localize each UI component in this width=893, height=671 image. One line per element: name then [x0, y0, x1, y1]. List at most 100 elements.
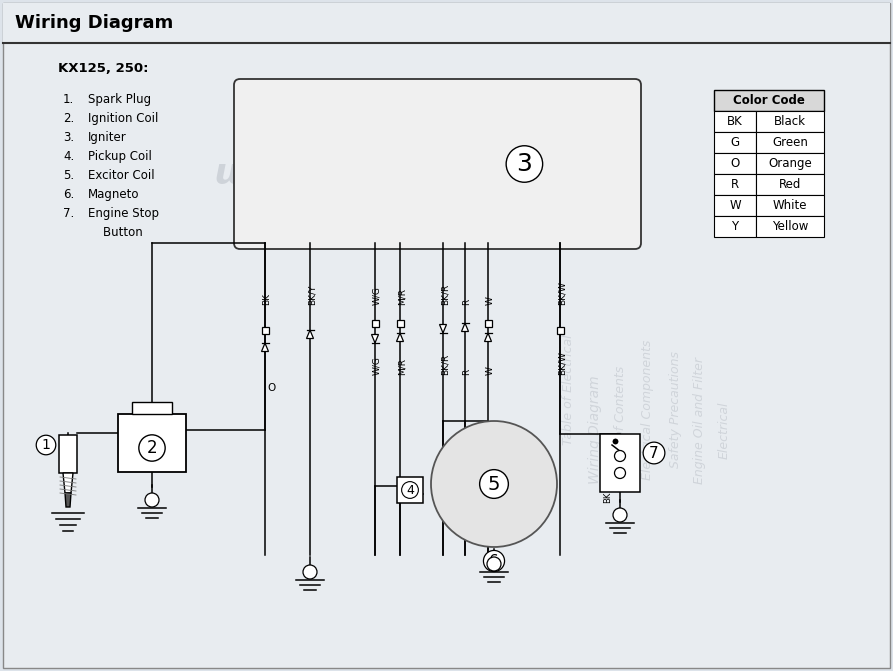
- Text: BK/W: BK/W: [557, 281, 566, 305]
- Text: 6: 6: [489, 554, 499, 568]
- Text: M/R: M/R: [397, 288, 406, 305]
- Bar: [396, 319, 404, 327]
- Text: 5: 5: [488, 474, 500, 493]
- Bar: [714, 195, 756, 216]
- Polygon shape: [462, 323, 469, 331]
- Bar: [3, 3, 890, 43]
- Text: 4.: 4.: [63, 150, 74, 163]
- Bar: [397, 477, 423, 503]
- Polygon shape: [485, 333, 491, 342]
- Text: Y: Y: [731, 220, 739, 233]
- Text: 4: 4: [406, 484, 414, 497]
- Text: Orange: Orange: [768, 157, 812, 170]
- Text: Electrical System: Electrical System: [214, 155, 566, 189]
- Text: BK/R: BK/R: [440, 354, 449, 375]
- Text: Pickup Coil: Pickup Coil: [88, 150, 152, 163]
- Bar: [756, 216, 824, 237]
- Text: BK/W: BK/W: [557, 351, 566, 375]
- Text: G: G: [730, 136, 739, 149]
- Circle shape: [487, 557, 501, 571]
- Bar: [59, 435, 77, 473]
- Circle shape: [431, 421, 557, 547]
- Bar: [714, 153, 756, 174]
- Text: 2.: 2.: [63, 112, 74, 125]
- Text: W: W: [486, 366, 495, 375]
- Polygon shape: [306, 330, 313, 338]
- Bar: [756, 195, 824, 216]
- Text: Electrical: Electrical: [717, 401, 730, 459]
- Text: Table of Contents: Table of Contents: [613, 366, 627, 474]
- Text: 6.: 6.: [63, 188, 74, 201]
- Text: Yellow: Yellow: [772, 220, 808, 233]
- Text: BK: BK: [263, 293, 271, 305]
- Text: 7: 7: [649, 446, 659, 460]
- Text: Engine Oil and Filter: Engine Oil and Filter: [694, 356, 706, 484]
- Bar: [756, 132, 824, 153]
- Text: Red: Red: [779, 178, 801, 191]
- Text: BK: BK: [604, 491, 613, 503]
- Text: 2: 2: [146, 439, 157, 457]
- Bar: [556, 327, 563, 333]
- Bar: [714, 132, 756, 153]
- Bar: [756, 111, 824, 132]
- Circle shape: [145, 493, 159, 507]
- Text: Igniter: Igniter: [88, 131, 127, 144]
- Text: BK/R: BK/R: [440, 284, 449, 305]
- Bar: [371, 319, 379, 327]
- Text: Wiring Diagram: Wiring Diagram: [588, 376, 602, 484]
- Polygon shape: [371, 335, 379, 343]
- Text: Engine Stop: Engine Stop: [88, 207, 159, 220]
- Circle shape: [614, 450, 625, 462]
- Bar: [756, 153, 824, 174]
- Text: W/G: W/G: [372, 286, 381, 305]
- Text: 5.: 5.: [63, 169, 74, 182]
- Text: Ignition Coil: Ignition Coil: [88, 112, 158, 125]
- Text: Spark Plug: Spark Plug: [88, 93, 151, 106]
- Text: Electrical Components: Electrical Components: [641, 340, 655, 480]
- Text: Magneto: Magneto: [88, 188, 139, 201]
- Text: M/R: M/R: [397, 358, 406, 375]
- Text: W: W: [486, 296, 495, 305]
- Text: R: R: [731, 178, 739, 191]
- Text: 1: 1: [42, 438, 50, 452]
- Bar: [756, 174, 824, 195]
- Bar: [485, 319, 491, 327]
- Text: W/G: W/G: [372, 356, 381, 375]
- Text: 7.: 7.: [63, 207, 74, 220]
- Bar: [262, 327, 269, 333]
- Text: White: White: [772, 199, 807, 212]
- Text: 3.: 3.: [63, 131, 74, 144]
- Circle shape: [303, 565, 317, 579]
- Circle shape: [613, 508, 627, 522]
- Text: O: O: [730, 157, 739, 170]
- Circle shape: [614, 468, 625, 478]
- FancyBboxPatch shape: [234, 79, 641, 249]
- Text: Wiring Diagram: Wiring Diagram: [15, 14, 173, 32]
- Bar: [118, 414, 186, 472]
- Text: Button: Button: [88, 226, 143, 239]
- Text: Black: Black: [774, 115, 806, 128]
- Bar: [600, 434, 640, 492]
- Text: Table of Electrical: Table of Electrical: [562, 335, 574, 446]
- Text: W: W: [730, 199, 741, 212]
- Text: BK/Y: BK/Y: [307, 285, 316, 305]
- Text: Green: Green: [772, 136, 808, 149]
- Bar: [132, 402, 172, 414]
- Polygon shape: [63, 473, 73, 493]
- Text: R: R: [463, 369, 472, 375]
- Bar: [714, 174, 756, 195]
- Text: BK: BK: [727, 115, 743, 128]
- Polygon shape: [65, 493, 71, 507]
- Text: 3: 3: [516, 152, 532, 176]
- Text: Excitor Coil: Excitor Coil: [88, 169, 154, 182]
- Text: R: R: [463, 299, 472, 305]
- Polygon shape: [262, 343, 269, 352]
- Bar: [714, 216, 756, 237]
- Bar: [714, 111, 756, 132]
- Text: Safety Precautions: Safety Precautions: [669, 352, 681, 468]
- Text: Color Code: Color Code: [733, 94, 805, 107]
- Text: 1.: 1.: [63, 93, 74, 106]
- Text: O: O: [268, 383, 276, 393]
- Text: KX125, 250:: KX125, 250:: [58, 62, 148, 74]
- Bar: [714, 90, 824, 111]
